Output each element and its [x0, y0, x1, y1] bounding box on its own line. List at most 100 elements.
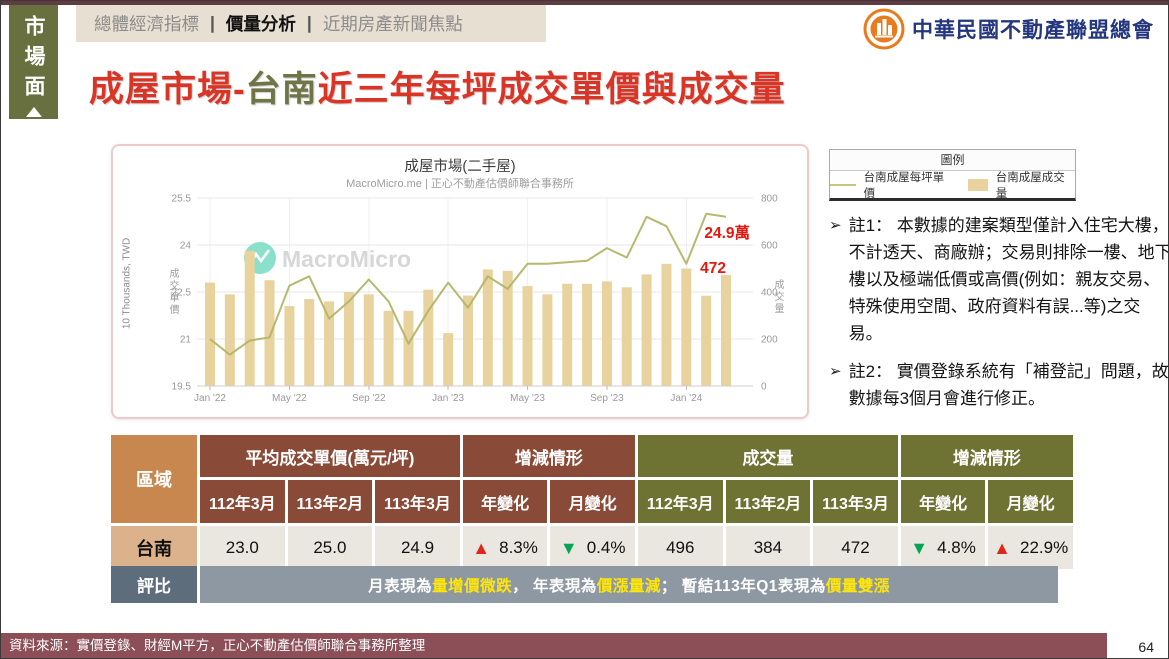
- bar-swatch-icon: [968, 178, 988, 191]
- rating-segment: ； 暫結113年Q1表現為: [660, 577, 826, 595]
- rating-segment: 量增價微跌: [432, 577, 513, 595]
- change-value: 22.9%: [1020, 537, 1069, 557]
- arrow-bullet-icon: ➢: [829, 217, 842, 234]
- svg-text:21: 21: [180, 335, 192, 346]
- rating-text: 月表現為 量增價微跌， 年表現為 價漲量減； 暫結113年Q1表現為 價量雙漲: [200, 566, 1058, 603]
- group-header-volume-change: 增減情形: [900, 435, 1073, 477]
- svg-text:Sep '23: Sep '23: [590, 393, 624, 404]
- top-divider: [1, 1, 1168, 5]
- svg-text:25.5: 25.5: [172, 194, 192, 205]
- svg-text:19.5: 19.5: [172, 382, 192, 393]
- tab-price-volume-analysis[interactable]: 價量分析: [225, 14, 296, 34]
- subheader: 月變化: [550, 480, 635, 523]
- legend-item-price: 台南成屋每坪單價: [863, 171, 945, 200]
- subheader: 年變化: [900, 480, 986, 523]
- region-cell: 台南: [111, 526, 197, 569]
- triangle-up-icon: [25, 107, 42, 117]
- svg-text:Sep '22: Sep '22: [352, 393, 386, 404]
- down-triangle-icon: ▼: [910, 537, 929, 558]
- table-cell: 25.0: [287, 526, 373, 569]
- legend-item-volume: 台南成屋成交量: [995, 171, 1065, 200]
- line-swatch-icon: [830, 183, 856, 186]
- chart-title: 成屋市場(二手屋): [404, 159, 516, 175]
- subheader: 年變化: [462, 480, 548, 523]
- group-header-price-change: 增減情形: [462, 435, 635, 477]
- svg-text:0: 0: [761, 382, 767, 393]
- right-axis-label: 成交量: [772, 279, 783, 315]
- group-header-volume: 成交量: [637, 435, 898, 477]
- summary-table: 區域 平均成交單價(萬元/坪) 增減情形 成交量 增減情形 112年3月 113…: [111, 435, 1073, 569]
- subheader: 112年3月: [200, 480, 285, 523]
- svg-text:24: 24: [180, 241, 192, 252]
- svg-text:472: 472: [700, 260, 726, 277]
- svg-text:200: 200: [761, 335, 778, 346]
- title-prefix: 成屋市場-: [89, 70, 246, 109]
- subheader: 113年2月: [287, 480, 373, 523]
- rating-row: 評比 月表現為 量增價微跌， 年表現為 價漲量減； 暫結113年Q1表現為 價量雙漲: [111, 566, 1073, 603]
- title-city: 台南: [245, 70, 318, 109]
- rating-segment: 價量雙漲: [825, 577, 890, 595]
- source-footer: 資料來源：實價登錄、財經M平方，正心不動產估價師聯合事務所整理: [1, 633, 1107, 658]
- change-value: 0.4%: [586, 537, 626, 557]
- left-axis-unit-label: 10 Thousands, TWD: [121, 237, 133, 330]
- svg-text:May '22: May '22: [272, 393, 307, 404]
- subheader: 113年3月: [375, 480, 460, 523]
- svg-text:24.9萬: 24.9萬: [704, 223, 750, 242]
- top-tab-bar: 總體經濟指標 | 價量分析 | 近期房產新聞焦點: [76, 5, 546, 42]
- chart-card: 成屋市場(二手屋) MacroMicro.me | 正心不動產估價師聯合事務所 …: [111, 144, 809, 419]
- table-cell: ▲ 22.9%: [988, 526, 1073, 569]
- table-cell: 23.0: [200, 526, 285, 569]
- table-cell: 384: [725, 526, 811, 569]
- group-header-avg-price: 平均成交單價(萬元/坪): [200, 435, 460, 477]
- table-cell: ▲ 8.3%: [462, 526, 548, 569]
- note-2: ➢ 註2： 實價登錄系統有「補登記」問題，故數據每3個月會進行修正。: [829, 358, 1169, 412]
- svg-text:Jan '23: Jan '23: [432, 393, 464, 404]
- price-volume-chart: 19.5 0 21 200 22.5 400 24 600 25.5 800 MacroMicro J…: [172, 194, 779, 405]
- tab-recent-news-focus[interactable]: 近期房產新聞焦點: [322, 14, 463, 34]
- note-1-text: 註1： 本數據的建案類型僅計入住宅大樓，不計透天、商廠辦；交易則排除一樓、地下樓…: [848, 216, 1169, 343]
- table-cell: 472: [813, 526, 898, 569]
- page-number: 64: [1138, 639, 1154, 655]
- org-name: 中華民國不動產聯盟總會: [912, 17, 1154, 42]
- change-value: 8.3%: [499, 537, 538, 557]
- title-suffix: 近三年每坪成交單價與成交量: [317, 70, 786, 109]
- change-value: 4.8%: [937, 537, 976, 557]
- note-1: ➢ 註1： 本數據的建案類型僅計入住宅大樓，不計透天、商廠辦；交易則排除一樓、地…: [829, 212, 1169, 347]
- subheader: 112年3月: [637, 480, 723, 523]
- macromicro-watermark: MacroMicro: [244, 242, 411, 274]
- notes: ➢ 註1： 本數據的建案類型僅計入住宅大樓，不計透天、商廠辦；交易則排除一樓、地…: [829, 212, 1169, 423]
- up-triangle-icon: ▲: [993, 537, 1011, 558]
- page-title: 成屋市場-台南近三年每坪成交單價與成交量: [89, 61, 786, 112]
- sidebar-tab-market[interactable]: 市場面: [9, 5, 58, 119]
- table-cell: 496: [637, 526, 723, 569]
- subheader: 113年3月: [813, 480, 898, 523]
- subheader: 113年2月: [725, 480, 811, 523]
- legend-title: 圖例: [830, 150, 1075, 171]
- tab-overall-economic-indicators[interactable]: 總體經濟指標: [94, 14, 199, 34]
- tab-separator: |: [306, 13, 312, 33]
- table-cell: ▼ 4.8%: [900, 526, 986, 569]
- rating-segment: 月表現為: [368, 577, 433, 595]
- table-cell: ▼ 0.4%: [550, 526, 635, 569]
- rating-label: 評比: [111, 566, 197, 603]
- svg-text:Jan '24: Jan '24: [670, 393, 702, 404]
- svg-text:600: 600: [761, 241, 778, 252]
- rating-segment: 價漲量減: [596, 577, 661, 595]
- legend-body: 台南成屋每坪單價 台南成屋成交量: [830, 171, 1075, 200]
- note-2-text: 註2： 實價登錄系統有「補登記」問題，故數據每3個月會進行修正。: [848, 362, 1169, 408]
- svg-text:400: 400: [761, 288, 778, 299]
- left-axis-inner-label: 成交單價: [167, 268, 178, 316]
- svg-text:800: 800: [761, 194, 778, 205]
- table-cell: 24.9: [375, 526, 460, 569]
- sidebar-tab-label: 市場面: [22, 15, 45, 105]
- arrow-bullet-icon: ➢: [829, 363, 842, 380]
- down-triangle-icon: ▼: [559, 537, 578, 558]
- svg-text:May '23: May '23: [510, 393, 545, 404]
- subheader: 月變化: [988, 480, 1073, 523]
- chart-legend: 圖例 台南成屋每坪單價 台南成屋成交量: [829, 149, 1076, 201]
- rating-segment: ， 年表現為: [512, 577, 597, 595]
- svg-text:MacroMicro: MacroMicro: [282, 246, 411, 272]
- chart-subtitle: MacroMicro.me | 正心不動產估價師聯合事務所: [346, 178, 574, 190]
- org-logo: 中華民國不動產聯盟總會: [863, 8, 1154, 50]
